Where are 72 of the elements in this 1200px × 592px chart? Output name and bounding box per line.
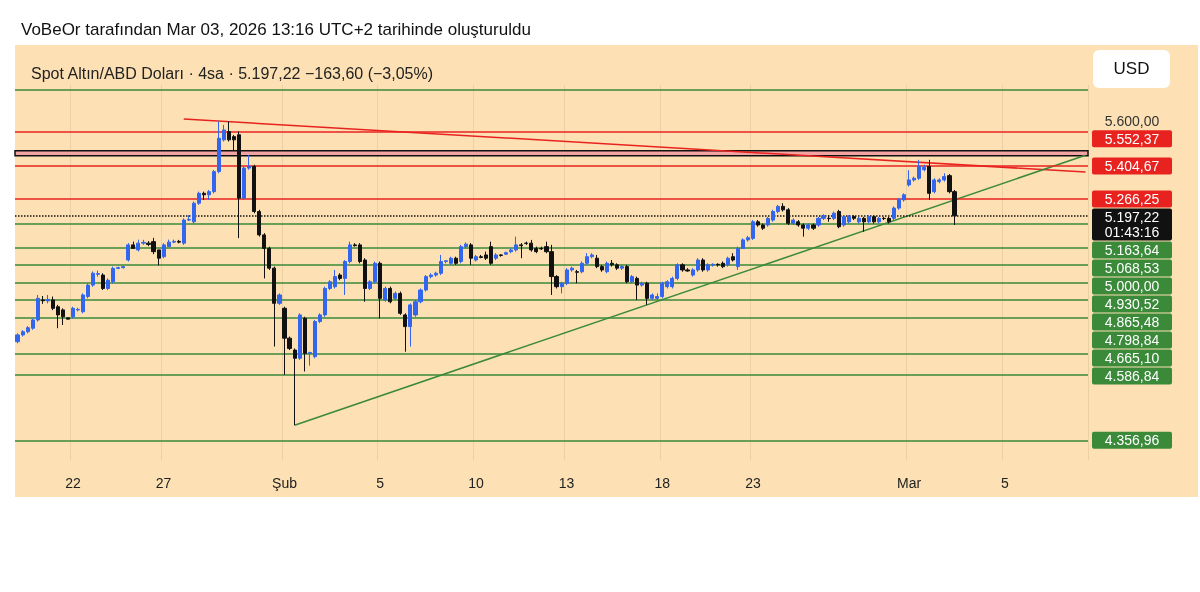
candlestick — [398, 291, 402, 316]
candlestick — [791, 217, 795, 226]
candlestick — [620, 264, 624, 271]
candlestick — [499, 253, 503, 258]
candlestick — [277, 292, 282, 306]
ref-line-label: 4.798,84 — [1104, 332, 1160, 349]
candlestick — [645, 281, 649, 306]
candlestick — [46, 294, 50, 304]
candlestick — [927, 159, 931, 201]
ref-line-label: 5.552,37 — [1104, 130, 1160, 147]
chart-subtitle: Spot Altın/ABD Doları · 4sa · 5.197,22 −163,60 (−3,05%) — [31, 64, 434, 82]
ref-line-label: 5.000,00 — [1104, 278, 1160, 295]
x-tick-label: 22 — [65, 475, 81, 491]
candlestick — [625, 264, 629, 284]
candlestick — [378, 261, 382, 319]
candlestick — [393, 291, 397, 301]
candlestick — [101, 272, 105, 291]
ref-line-label: 5.068,53 — [1104, 260, 1160, 277]
x-tick-label: 5 — [376, 475, 385, 491]
candlestick — [338, 272, 342, 281]
candlestick — [701, 257, 705, 273]
candlestick — [857, 216, 861, 225]
candlestick — [303, 316, 307, 372]
ref-line-label: 5.163,64 — [1104, 242, 1160, 259]
candlestick — [126, 242, 130, 263]
candlestick — [605, 261, 609, 274]
candlestick — [519, 242, 523, 259]
candlestick — [806, 223, 810, 231]
y-tick-label: 5.600,00 — [1104, 112, 1160, 129]
y-tick-label: 5.404,67 — [1104, 158, 1160, 175]
candlestick — [388, 286, 392, 304]
ref-line-label: 5.197,22 01:43:16 — [1104, 209, 1160, 241]
candlestick — [504, 251, 508, 256]
chart-title: VoBeOr tarafından Mar 03, 2026 13:16 UTC+2 tarihinde oluşturuldu — [21, 20, 531, 39]
candlestick — [293, 347, 297, 426]
candlestick — [131, 241, 135, 249]
candlestick — [867, 214, 871, 225]
text: USD — [1093, 50, 1170, 88]
x-tick-label: 13 — [558, 475, 575, 491]
candlestick — [726, 256, 730, 268]
candlestick — [403, 312, 407, 353]
candlestick — [832, 211, 836, 221]
x-tick-label: 5 — [1000, 475, 1009, 491]
candlestick — [575, 269, 579, 284]
candlestick — [630, 274, 634, 284]
x-tick-label: 27 — [155, 475, 172, 491]
ref-line-label: 4.865,48 — [1104, 314, 1160, 331]
candlestick — [469, 242, 473, 266]
candlestick — [66, 317, 70, 320]
x-tick-label: Mar — [897, 475, 922, 491]
ref-line-label: 4.665,10 — [1104, 350, 1160, 367]
candlestick — [474, 254, 478, 263]
candlestick — [298, 312, 302, 361]
candlestick — [635, 276, 639, 301]
x-tick-label: 18 — [654, 475, 671, 491]
x-tick-label: 10 — [468, 475, 484, 491]
ref-line-label: 4.930,52 — [1104, 296, 1160, 313]
candlestick — [494, 252, 498, 261]
candlestick — [41, 295, 45, 305]
ref-line-label: 4.586,84 — [1104, 368, 1160, 385]
x-tick-label: Şub — [272, 475, 298, 491]
candlestick — [640, 281, 644, 288]
y-tick-label: 4.356,96 — [1104, 432, 1160, 449]
candlestick — [731, 252, 735, 263]
candlestick — [202, 191, 206, 201]
candlestick — [383, 286, 387, 303]
candlestick — [454, 256, 458, 266]
x-tick-label: 23 — [745, 475, 761, 491]
candlestick — [811, 223, 816, 231]
candlestick — [877, 216, 881, 225]
candlestick — [177, 239, 181, 244]
y-tick-label: 5.266,25 — [1104, 191, 1160, 208]
